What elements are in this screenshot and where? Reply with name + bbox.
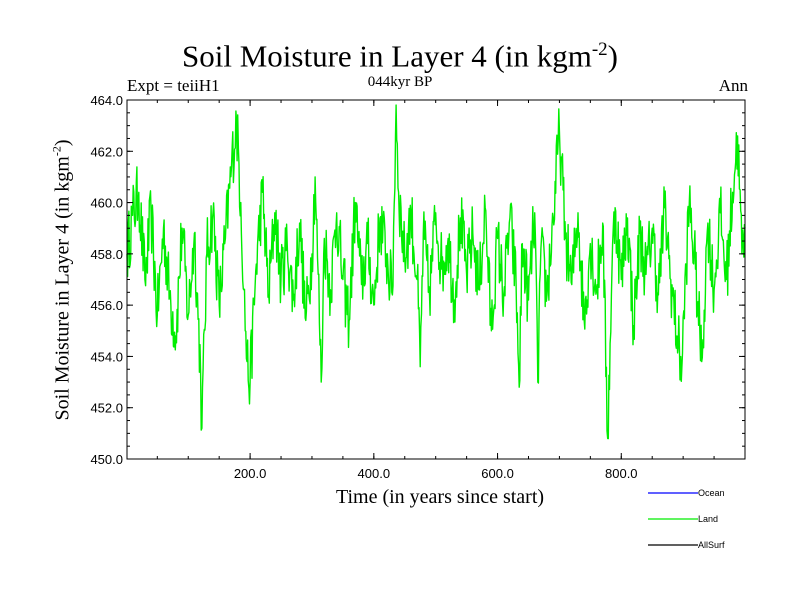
x-axis-label: Time (in years since start) xyxy=(335,486,545,508)
y-tick-label: 454.0 xyxy=(90,349,123,364)
y-tick-label: 464.0 xyxy=(90,93,123,108)
legend-label-land: Land xyxy=(698,514,718,524)
x-tick-label: 200.0 xyxy=(234,466,267,481)
experiment-label: Expt = teiiH1 xyxy=(127,76,220,95)
y-tick-label: 450.0 xyxy=(90,452,123,467)
legend-label-ocean: Ocean xyxy=(698,488,725,498)
y-tick-label: 460.0 xyxy=(90,196,123,211)
land-series-line xyxy=(126,104,746,440)
season-label: Ann xyxy=(718,76,748,95)
chart-subtitle: 044kyr BP xyxy=(367,74,433,90)
y-tick-label: 456.0 xyxy=(90,298,123,313)
legend-label-allsurf: AllSurf xyxy=(698,540,725,550)
x-tick-label: 600.0 xyxy=(481,466,514,481)
x-tick-label: 800.0 xyxy=(605,466,638,481)
y-tick-label: 452.0 xyxy=(90,401,123,416)
y-tick-label: 458.0 xyxy=(90,247,123,262)
x-tick-label: 400.0 xyxy=(358,466,391,481)
y-tick-label: 462.0 xyxy=(90,144,123,159)
chart-title: Soil Moisture in Layer 4 (in kgm-2) xyxy=(182,38,618,74)
